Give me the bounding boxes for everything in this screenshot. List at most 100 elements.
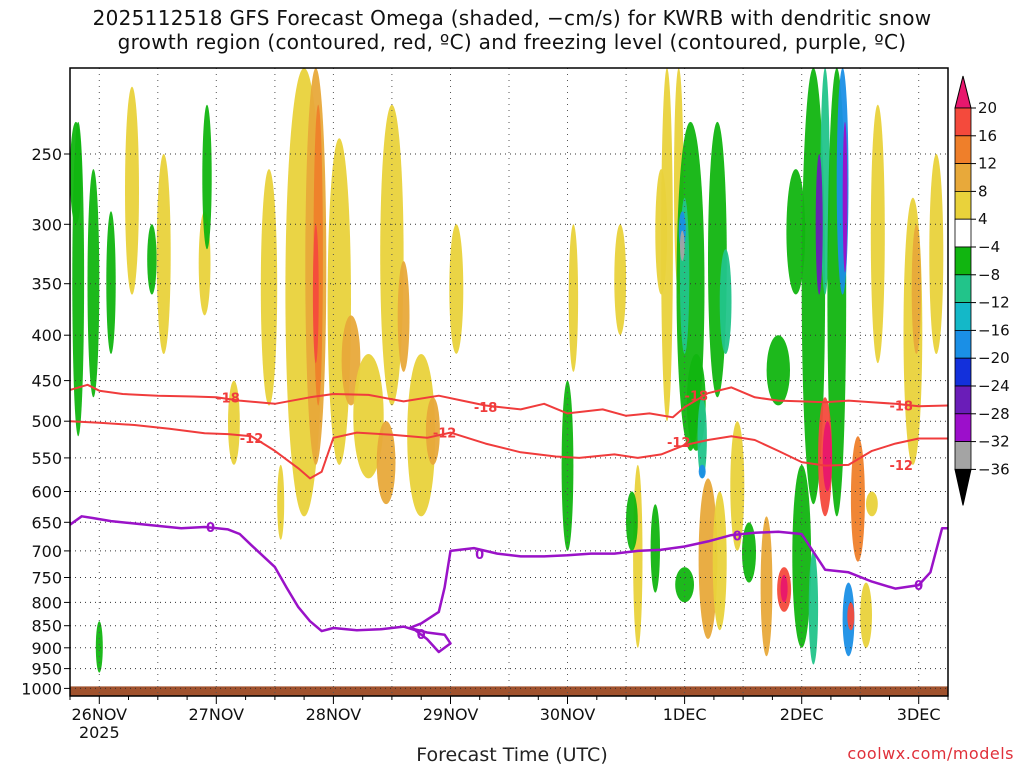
omega-shade-16 <box>327 138 351 465</box>
omega-shade-48 <box>742 522 756 583</box>
omega-shade-1 <box>87 169 100 398</box>
contour-label-3: -18 <box>889 400 913 415</box>
xtick-label-2DEC: 2DEC <box>780 705 824 724</box>
colorbar-top-arrow <box>954 75 972 109</box>
omega-shade-22 <box>425 397 440 465</box>
contour-label-6: -12 <box>667 436 691 451</box>
omega-shade-47 <box>730 421 745 551</box>
contour-label-9: 0 <box>475 548 484 563</box>
contour-label-2: -18 <box>685 390 709 405</box>
ground-band <box>70 686 948 696</box>
omega-shade-18 <box>353 354 384 479</box>
colorbar-label-8: −16 <box>978 321 1010 339</box>
omega-shade-65 <box>850 436 865 562</box>
omega-shade-44 <box>698 478 718 639</box>
ytick-label-700: 700 <box>31 542 62 561</box>
colorbar-seg-13 <box>954 441 972 470</box>
omega-shade-10 <box>202 104 212 250</box>
ytick-label-900: 900 <box>31 639 62 658</box>
omega-shade-38 <box>680 230 685 261</box>
omega-shade-24 <box>376 421 396 505</box>
contour-label-11: 0 <box>417 628 426 643</box>
contour-label-4: -12 <box>240 432 264 447</box>
ytick-label-800: 800 <box>31 593 62 612</box>
colorbar-label-4: 4 <box>978 210 988 228</box>
colorbar-label-0: 20 <box>978 99 997 117</box>
omega-shade-32 <box>650 504 660 593</box>
omega-shade-11 <box>260 169 278 406</box>
contour-label-10: 0 <box>733 530 742 545</box>
ytick-label-1000: 1000 <box>21 679 62 698</box>
colorbar: 20 16 12 8 4 −4 −8 −12 −16 −20 −24 −28 −32 −36 <box>954 75 1010 506</box>
omega-shade-62 <box>792 464 812 648</box>
dgz-contour--18 <box>69 383 949 419</box>
colorbar-seg-1 <box>954 107 972 137</box>
omega-shade-60 <box>780 574 788 603</box>
omega-shade-9 <box>228 380 240 465</box>
omega-shade-4 <box>95 621 103 673</box>
contour-label-0: -18 <box>216 391 240 406</box>
ytick-label-350: 350 <box>31 275 62 294</box>
ytick-label-850: 850 <box>31 617 62 636</box>
xtick-label-3DEC: 3DEC <box>897 705 941 724</box>
watermark: coolwx.com/models <box>847 744 1014 763</box>
xtick-label-28NOV: 28NOV <box>306 705 362 724</box>
colorbar-label-9: −20 <box>978 349 1010 367</box>
omega-shade-53 <box>815 154 823 295</box>
ytick-label-300: 300 <box>31 215 62 234</box>
ytick-label-950: 950 <box>31 660 62 679</box>
omega-shade-45 <box>712 491 727 631</box>
omega-shade-15 <box>312 224 319 364</box>
chart-title-line2: growth region (contoured, red, ºC) and f… <box>117 30 907 54</box>
omega-shade-49 <box>766 335 790 406</box>
axes: 250 300 350 400 450 500 550 600 650 700 750 800 850 9… <box>21 67 949 742</box>
xtick-label-26NOV: 26NOV <box>72 705 128 724</box>
colorbar-label-7: −12 <box>978 294 1010 312</box>
colorbar-seg-9 <box>954 329 972 359</box>
colorbar-label-1: 16 <box>978 127 997 145</box>
ytick-label-650: 650 <box>31 513 62 532</box>
xtick-label-1DEC: 1DEC <box>663 705 707 724</box>
dgz-contour--12 <box>69 420 948 480</box>
omega-shade-40 <box>697 397 707 479</box>
colorbar-label-11: −28 <box>978 405 1010 423</box>
omega-shade-56 <box>842 121 848 273</box>
colorbar-label-13: −36 <box>978 460 1010 478</box>
x-year-label: 2025 <box>79 723 120 742</box>
freezing-contour-0 <box>69 515 948 654</box>
omega-shade-3 <box>147 224 157 295</box>
omega-shade-30 <box>626 491 638 551</box>
omega-shade-8 <box>70 121 82 225</box>
omega-shade-67 <box>860 582 872 648</box>
omega-shade-5 <box>125 86 139 295</box>
omega-shade-19 <box>380 104 404 406</box>
omega-shade-52 <box>820 68 830 295</box>
omega-shade-50 <box>786 169 806 295</box>
omega-shade-25 <box>277 464 285 540</box>
contour-label-1: -18 <box>474 401 498 416</box>
omega-shade-28 <box>614 224 627 336</box>
omega-shade-20 <box>397 261 410 372</box>
omega-shade-23 <box>449 224 464 354</box>
colorbar-seg-12 <box>954 413 972 442</box>
omega-shade-41 <box>698 464 706 479</box>
omega-shade-43 <box>719 249 732 354</box>
omega-shade-27 <box>568 224 579 372</box>
colorbar-seg-7 <box>954 274 972 303</box>
omega-shade-72 <box>866 491 878 517</box>
omega-shade-61 <box>760 516 773 657</box>
ytick-label-550: 550 <box>31 449 62 468</box>
contour-label-7: -12 <box>889 459 913 474</box>
omega-shade-63 <box>808 550 819 665</box>
ytick-label-400: 400 <box>31 326 62 345</box>
colorbar-bottom-arrow <box>954 468 972 506</box>
omega-shade-29 <box>633 464 643 648</box>
colorbar-label-6: −8 <box>978 266 1000 284</box>
x-axis-label: Forecast Time (UTC) <box>416 744 608 766</box>
ytick-label-600: 600 <box>31 483 62 502</box>
colorbar-seg-6 <box>954 246 972 276</box>
chart-title-line1: 2025112518 GFS Forecast Omega (shaded, −… <box>92 6 932 30</box>
colorbar-seg-5 <box>954 218 972 248</box>
colorbar-label-12: −32 <box>978 433 1010 451</box>
